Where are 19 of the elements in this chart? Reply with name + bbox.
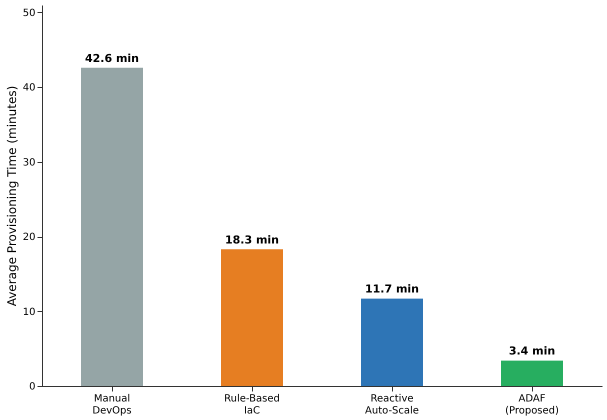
bar	[221, 249, 283, 386]
bar	[361, 298, 423, 386]
y-tick-label: 40	[22, 82, 36, 94]
data-label: 11.7 min	[364, 282, 420, 296]
x-tick-label: ADAF (Proposed)	[505, 394, 560, 416]
data-label: 3.4 min	[508, 344, 556, 358]
y-tick-label: 20	[22, 232, 36, 244]
x-tick-label: Rule-Based IaC	[224, 394, 280, 416]
data-label: 18.3 min	[224, 233, 280, 246]
y-tick-label: 50	[22, 8, 36, 19]
bar	[501, 360, 563, 386]
y-axis-title: Average Provisioning Time (minutes)	[4, 86, 19, 306]
y-tick-label: 10	[22, 306, 36, 318]
y-tick-label: 30	[22, 157, 36, 168]
y-tick-label: 0	[29, 382, 36, 392]
x-tick-label: Reactive Auto-Scale	[365, 394, 419, 416]
bar	[81, 68, 143, 386]
x-tick-label: Manual DevOps	[92, 394, 132, 416]
data-label: 42.6 min	[84, 52, 140, 65]
